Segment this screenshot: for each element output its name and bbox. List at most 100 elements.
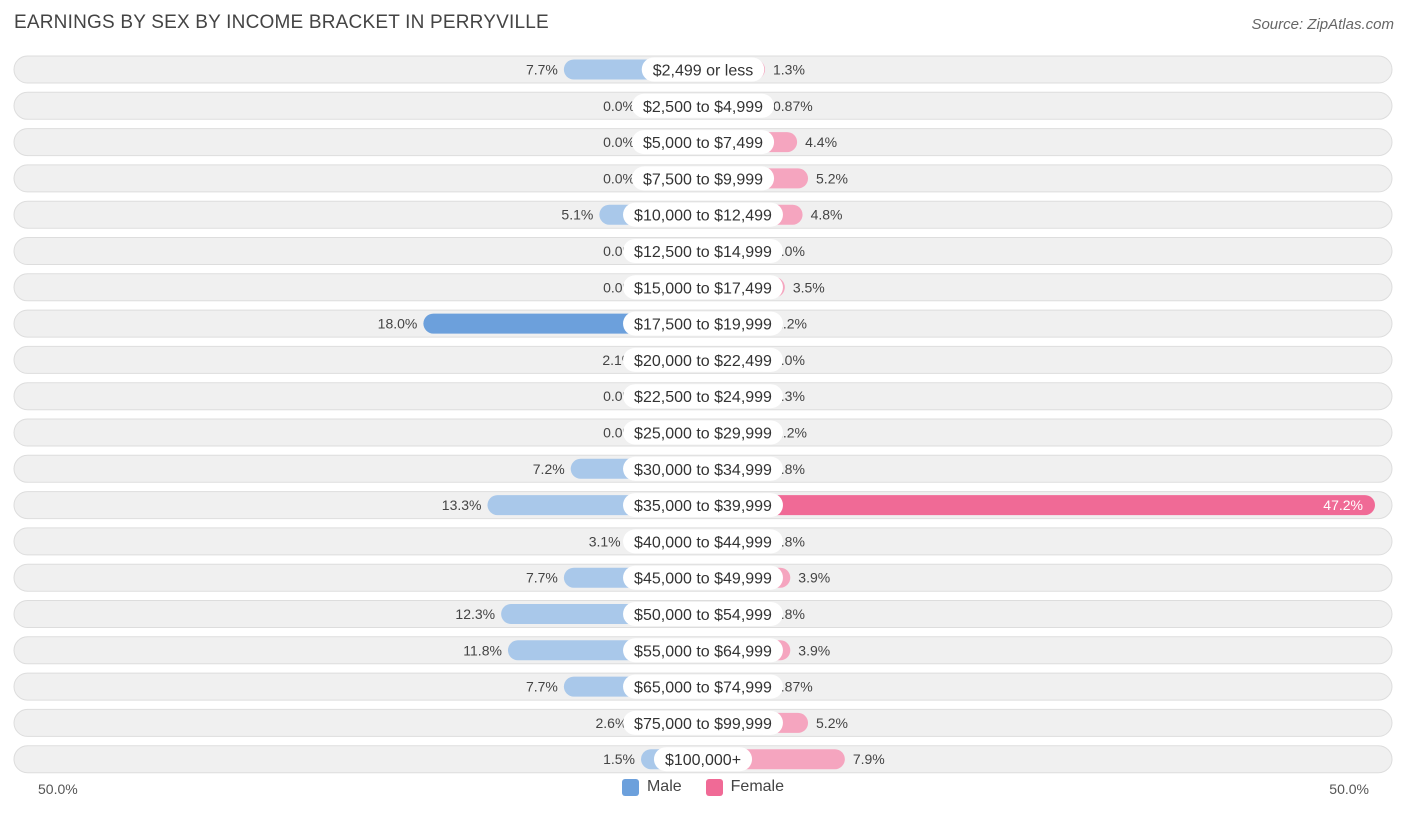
chart-title: EARNINGS BY SEX BY INCOME BRACKET IN PER… (14, 12, 549, 33)
category-label: $7,500 to $9,999 (643, 171, 763, 188)
chart-row: 0.0% 4.4% $5,000 to $7,499 (13, 128, 1393, 157)
chart-row: 18.0% 2.2%$17,500 to $19,999 (13, 309, 1393, 338)
value-label-male: 13.3% (442, 497, 482, 513)
value-label-male: 0.0% (603, 170, 635, 186)
value-label-male: 12.3% (455, 606, 495, 622)
category-label: $12,500 to $14,999 (634, 244, 772, 261)
category-label: $30,000 to $34,999 (634, 462, 772, 479)
chart-area: 7.7% 1.3% $2,499 or less 0.0% 0.87% $2,500 to… (13, 55, 1393, 774)
value-label-female: 7.9% (853, 751, 885, 767)
chart-row: 0.0% 0.87% $2,500 to $4,999 (13, 91, 1393, 120)
value-label-male: 7.7% (526, 679, 558, 695)
value-label-male: 1.5% (603, 751, 635, 767)
chart-row: 7.7% 0.87%$65,000 to $74,999 (13, 672, 1393, 701)
category-label: $40,000 to $44,999 (634, 534, 772, 551)
category-label: $25,000 to $29,999 (634, 426, 772, 443)
category-label: $65,000 to $74,999 (634, 680, 772, 697)
category-label: $22,500 to $24,999 (634, 389, 772, 406)
axis-right-label: 50.0% (1329, 781, 1369, 797)
value-label-male: 3.1% (589, 533, 621, 549)
category-pill (623, 710, 783, 735)
category-label: $75,000 to $99,999 (634, 716, 772, 733)
category-pill (623, 493, 783, 518)
category-pill (653, 747, 753, 772)
category-label: $35,000 to $39,999 (634, 498, 772, 515)
chart-row: 7.7% 3.9% $45,000 to $49,999 (13, 563, 1393, 592)
value-label-female: 1.3% (773, 62, 805, 78)
chart-row: 3.1% 1.8%$40,000 to $44,999 (13, 527, 1393, 556)
bar-female[interactable] (703, 495, 1375, 516)
value-label-male: 0.0% (603, 98, 635, 114)
category-label: $50,000 to $54,999 (634, 607, 772, 624)
category-pill (631, 93, 775, 118)
value-label-male: 7.2% (533, 461, 565, 477)
category-pill (623, 565, 783, 590)
category-pill (623, 347, 783, 372)
value-label-female: 0.87% (773, 98, 813, 114)
category-label: $10,000 to $12,499 (634, 208, 772, 225)
value-label-female: 47.2% (1323, 497, 1363, 513)
chart-row: 0.0% 5.2% $7,500 to $9,999 (13, 164, 1393, 193)
category-label: $20,000 to $22,499 (634, 353, 772, 370)
legend-swatch-female (705, 778, 723, 796)
value-label-male: 0.0% (603, 134, 635, 150)
value-label-female: 2.2% (775, 316, 807, 332)
category-pill (623, 202, 783, 227)
value-label-female: 0.87% (773, 679, 813, 695)
category-pill (623, 529, 783, 554)
chart-row: 1.5% 7.9% $100,000+ (13, 745, 1393, 774)
value-label-female: 3.5% (793, 279, 825, 295)
category-pill (623, 239, 783, 263)
chart-row: 0.0% 2.2%$25,000 to $29,999 (13, 418, 1393, 447)
category-label: $15,000 to $17,499 (634, 280, 772, 297)
chart-row: 11.8% 3.9% $55,000 to $64,999 (13, 636, 1393, 665)
chart-row: 0.0% 1.3%$22,500 to $24,999 (13, 382, 1393, 411)
category-pill (631, 130, 775, 155)
value-label-female: 4.4% (805, 134, 837, 150)
category-label: $2,500 to $4,999 (643, 99, 763, 116)
source-label: Source: ZipAtlas.com (1251, 16, 1394, 33)
category-label: $2,499 or less (653, 63, 754, 80)
category-pill (623, 384, 783, 409)
legend-item-female[interactable]: Female (705, 778, 785, 796)
category-pill (623, 311, 783, 336)
chart-row: 2.1% 0.0%$20,000 to $22,499 (13, 345, 1393, 374)
legend-swatch-male (621, 778, 639, 796)
value-label-female: 2.2% (775, 425, 807, 441)
value-label-female: 3.9% (798, 570, 830, 586)
value-label-female: 5.2% (816, 715, 848, 731)
legend-item-male[interactable]: Male (621, 778, 682, 796)
chart-row: 7.7% 1.3% $2,499 or less (13, 55, 1393, 84)
value-label-male: 5.1% (561, 207, 593, 223)
value-label-male: 2.6% (596, 715, 628, 731)
category-pill (623, 275, 783, 300)
chart-row: 2.6% 5.2% $75,000 to $99,999 (13, 708, 1393, 737)
category-pill (623, 638, 783, 663)
chart-row: 7.2% 1.8%$30,000 to $34,999 (13, 454, 1393, 483)
category-pill (623, 420, 783, 445)
category-pill (623, 674, 783, 699)
category-label: $55,000 to $64,999 (634, 643, 772, 660)
category-pill (631, 166, 775, 191)
category-pill (641, 57, 765, 82)
legend-label-male: Male (646, 778, 682, 795)
value-label-male: 7.7% (526, 62, 558, 78)
chart-row: 0.0% 0.0%$12,500 to $14,999 (13, 237, 1393, 265)
category-label: $5,000 to $7,499 (643, 135, 763, 152)
category-label: $100,000+ (665, 752, 741, 769)
legend: Male Female (0, 778, 1406, 796)
chart-row: 0.0% 3.5%$15,000 to $17,499 (13, 273, 1393, 302)
category-pill (623, 456, 783, 481)
value-label-female: 4.8% (811, 207, 843, 223)
category-label: $17,500 to $19,999 (634, 317, 772, 334)
category-pill (623, 602, 783, 626)
value-label-male: 7.7% (526, 570, 558, 586)
value-label-female: 3.9% (798, 642, 830, 658)
axis-left-label: 50.0% (38, 781, 78, 797)
legend-label-female: Female (730, 778, 785, 795)
chart-row: 12.3% 1.8%$50,000 to $54,999 (13, 600, 1393, 628)
value-label-male: 11.8% (463, 642, 502, 658)
value-label-male: 18.0% (378, 316, 418, 332)
category-label: $45,000 to $49,999 (634, 571, 772, 588)
chart-row: 13.3% 47.2% $35,000 to $39,999 (13, 491, 1393, 520)
